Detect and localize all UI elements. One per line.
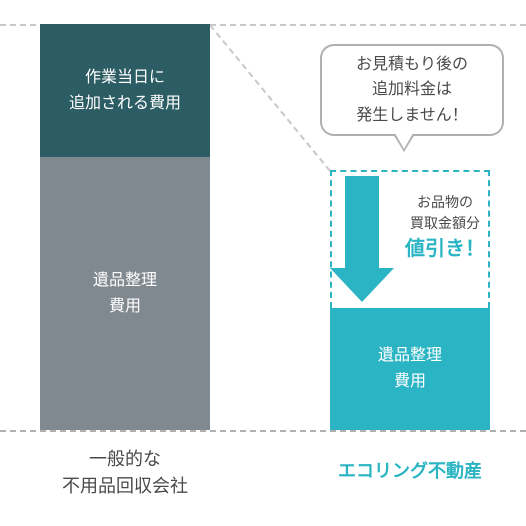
- connector-dash: [209, 24, 331, 171]
- axis-label-left-text: 一般的な不用品回収会社: [62, 449, 188, 496]
- segment-base-cost-left: 遺品整理費用: [40, 157, 210, 430]
- discount-line2: 買取金額分: [395, 213, 495, 234]
- discount-line1: お品物の: [395, 192, 495, 213]
- arrow-shaft: [345, 176, 379, 268]
- segment-additional-cost: 作業当日に追加される費用: [40, 24, 210, 157]
- bar-ecoring: 遺品整理費用: [330, 308, 490, 430]
- segment-base-cost-left-label: 遺品整理費用: [93, 268, 157, 319]
- discount-text: お品物の 買取金額分 値引き！: [395, 192, 495, 264]
- speech-bubble-text: お見積もり後の追加料金は発生しません！: [356, 52, 468, 129]
- speech-bubble-tail-fill: [395, 133, 413, 149]
- segment-base-cost-right: 遺品整理費用: [330, 308, 490, 430]
- axis-label-right-text: エコリング不動産: [338, 461, 482, 481]
- speech-bubble: お見積もり後の追加料金は発生しません！: [320, 44, 504, 136]
- axis-label-right: エコリング不動産: [320, 458, 500, 485]
- segment-additional-cost-label: 作業当日に追加される費用: [69, 65, 181, 116]
- segment-base-cost-right-label: 遺品整理費用: [378, 343, 442, 394]
- comparison-infographic: 作業当日に追加される費用 遺品整理費用 お品物の 買取金額分 値引き！ 遺品整理…: [0, 0, 526, 526]
- discount-strong: 値引き！: [395, 234, 495, 264]
- guide-baseline: [0, 430, 526, 432]
- arrow-head-icon: [330, 268, 394, 302]
- bar-general-company: 作業当日に追加される費用 遺品整理費用: [40, 24, 210, 430]
- axis-label-left: 一般的な不用品回収会社: [40, 446, 210, 500]
